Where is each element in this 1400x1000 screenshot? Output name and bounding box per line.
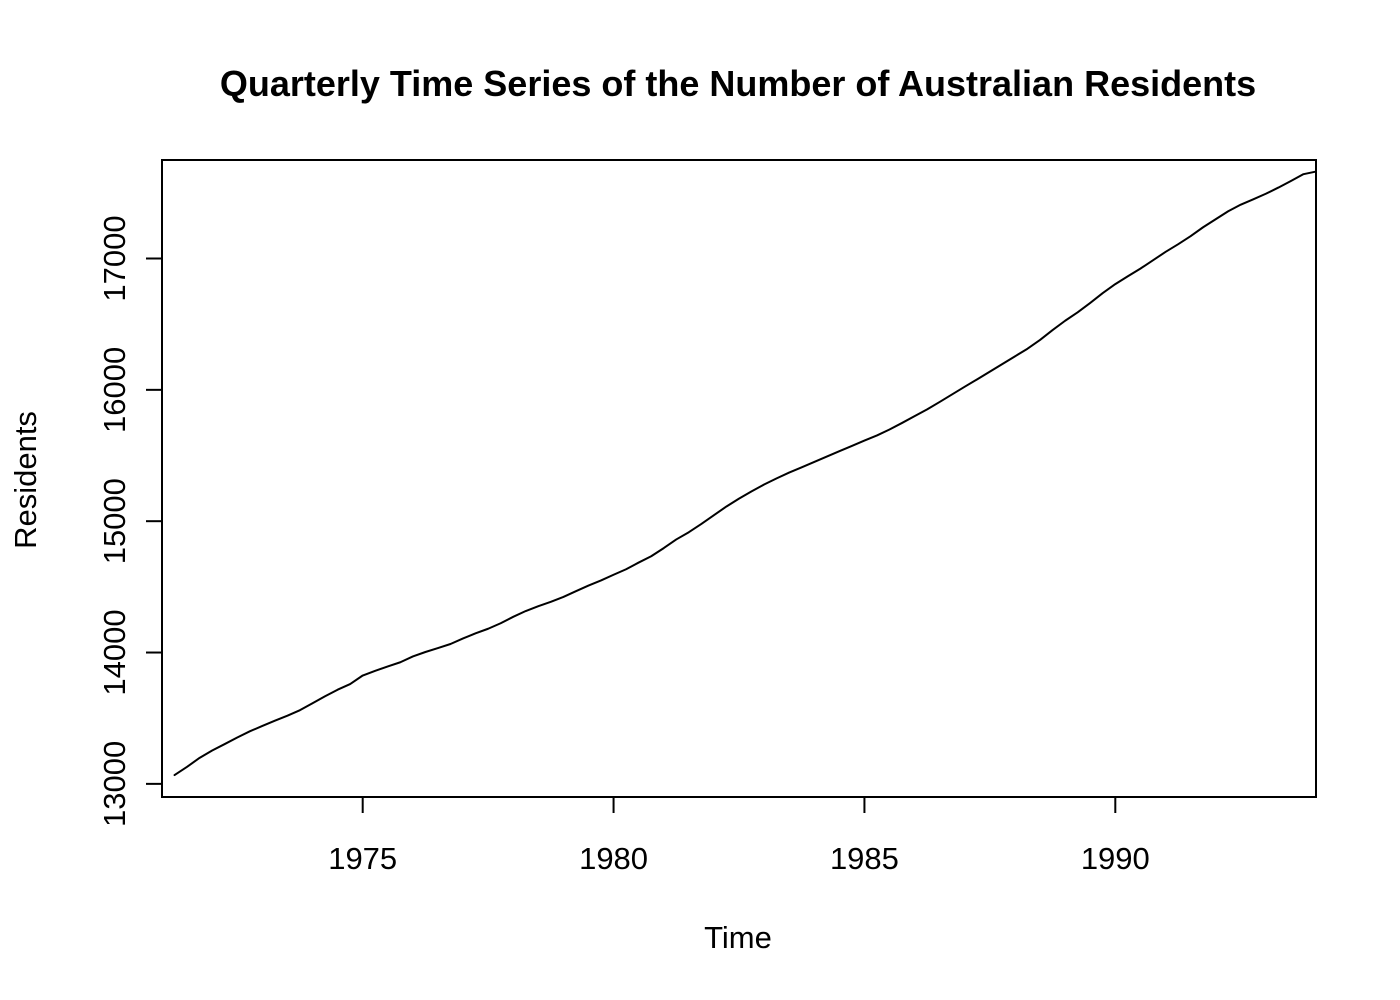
x-tick-label: 1985 (830, 841, 899, 876)
y-axis: 13000 14000 15000 16000 17000 (97, 215, 163, 827)
x-tick-label: 1975 (328, 841, 397, 876)
x-tick-label: 1990 (1081, 841, 1150, 876)
x-axis-label: Time (704, 920, 772, 955)
y-tick-label: 13000 (97, 741, 132, 827)
y-tick-label: 14000 (97, 609, 132, 695)
y-axis-label: Residents (8, 411, 43, 549)
y-tick-label: 17000 (97, 215, 132, 301)
series-layer (173, 170, 1317, 777)
series-line (173, 170, 1317, 777)
y-tick-label: 15000 (97, 478, 132, 564)
x-axis: 1975 1980 1985 1990 (328, 796, 1150, 876)
x-tick-label: 1980 (579, 841, 648, 876)
y-tick-label: 16000 (97, 347, 132, 433)
chart-title: Quarterly Time Series of the Number of A… (220, 63, 1256, 104)
